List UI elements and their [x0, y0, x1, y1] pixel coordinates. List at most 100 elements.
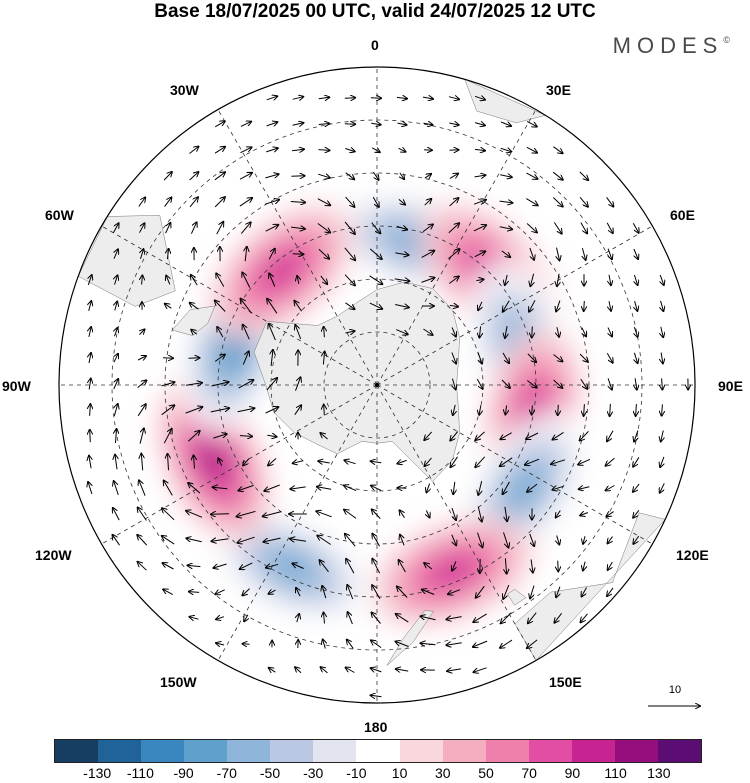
wind-arrow	[347, 640, 354, 649]
wind-arrow	[371, 123, 380, 124]
wind-arrow	[372, 509, 381, 519]
colorbar-swatch	[399, 740, 443, 762]
wind-arrow	[320, 275, 327, 284]
wind-arrow	[422, 97, 433, 99]
wind-arrow	[394, 279, 410, 281]
wind-arrow	[213, 487, 228, 489]
wind-arrow	[345, 196, 355, 207]
wind-arrow	[552, 486, 564, 489]
wind-arrow	[189, 592, 200, 593]
wind-arrow	[527, 353, 536, 362]
wind-arrow	[525, 458, 540, 465]
wind-arrow	[324, 613, 325, 624]
wind-arrow	[164, 197, 172, 207]
wind-arrow	[475, 431, 485, 440]
wind-arrow	[216, 273, 225, 287]
wind-arrow	[318, 174, 330, 178]
wind-arrow	[189, 147, 199, 154]
wind-arrow	[215, 301, 226, 312]
wind-arrow	[244, 614, 248, 622]
wind-arrow	[263, 511, 282, 517]
wind-arrow	[214, 197, 225, 208]
wind-arrow	[578, 458, 591, 464]
wind-arrow	[633, 483, 640, 492]
wind-arrow	[372, 196, 379, 207]
wind-arrow	[453, 481, 455, 494]
wind-arrow	[529, 300, 536, 311]
wind-arrow	[500, 457, 513, 466]
wind-arrow	[500, 122, 511, 126]
wind-arrow	[632, 222, 638, 233]
wind-arrow	[294, 301, 303, 312]
wind-arrow	[237, 510, 256, 516]
colorbar-swatch	[55, 740, 99, 762]
wind-arrow	[552, 197, 562, 207]
wind-arrow	[166, 276, 170, 285]
wind-arrow	[452, 561, 456, 570]
wind-arrow	[88, 482, 92, 495]
wind-arrow	[372, 585, 381, 600]
wind-arrow	[606, 353, 612, 362]
wind-arrow	[187, 431, 199, 442]
wind-arrow	[191, 275, 198, 286]
wind-arrow	[446, 643, 462, 645]
wind-arrow	[268, 458, 277, 466]
wind-arrow	[137, 535, 148, 546]
wind-arrow	[214, 355, 225, 362]
wind-arrow	[138, 562, 147, 571]
wind-arrow	[318, 248, 329, 259]
wind-arrow	[267, 435, 276, 437]
wind-arrow	[423, 123, 433, 125]
wind-arrow	[505, 405, 506, 415]
label-60e: 60E	[670, 207, 695, 223]
wind-arrow	[89, 327, 91, 338]
wind-arrow	[529, 533, 534, 546]
wind-arrow	[269, 274, 276, 287]
wind-arrow	[530, 585, 535, 599]
wind-arrow	[499, 201, 513, 203]
wind-arrow	[398, 148, 406, 152]
wind-arrow	[266, 564, 279, 567]
wind-arrow	[291, 227, 305, 229]
label-30e: 30E	[546, 82, 571, 98]
south-africa	[464, 78, 547, 124]
colorbar-swatch	[614, 740, 658, 762]
wind-arrow	[607, 587, 614, 596]
wind-arrow	[529, 247, 534, 260]
wind-arrow	[317, 536, 331, 545]
colorbar-tick-label: -90	[173, 765, 194, 781]
wind-arrow	[634, 352, 637, 363]
wind-arrow	[372, 534, 381, 547]
wind-arrow	[214, 172, 225, 181]
wind-arrow	[269, 590, 276, 594]
label-60w: 60W	[45, 207, 74, 223]
wind-arrow	[116, 429, 117, 444]
wind-arrow	[660, 274, 664, 285]
wind-arrow	[162, 508, 175, 521]
wind-arrow	[185, 407, 203, 414]
wind-arrow	[502, 352, 509, 363]
wind-arrow	[473, 613, 487, 622]
wind-arrow	[88, 275, 91, 286]
wind-arrow	[424, 431, 433, 440]
wind-arrow	[608, 248, 612, 260]
wind-arrow	[216, 617, 225, 620]
wind-arrow	[425, 457, 432, 466]
colorbar-tick-label: 90	[564, 765, 581, 781]
colorbar-ticks: -130 -110 -90 -70 -50 -30 -10 10 30 50 70 90 110 130	[0, 765, 750, 783]
wind-arrow	[89, 301, 92, 312]
wind-arrow	[477, 506, 482, 522]
pole-marker	[375, 383, 379, 387]
wind-arrow	[582, 247, 585, 260]
wind-arrow	[503, 481, 510, 494]
wind-arrow	[579, 196, 588, 206]
wind-arrow	[188, 483, 201, 494]
wind-arrow	[186, 538, 202, 541]
colorbar-tick-label: 130	[647, 765, 671, 781]
wind-arrow	[265, 225, 279, 232]
wind-arrow	[501, 250, 510, 257]
landmasses	[77, 78, 666, 666]
wind-arrow	[163, 429, 171, 444]
wind-arrow	[606, 197, 614, 206]
